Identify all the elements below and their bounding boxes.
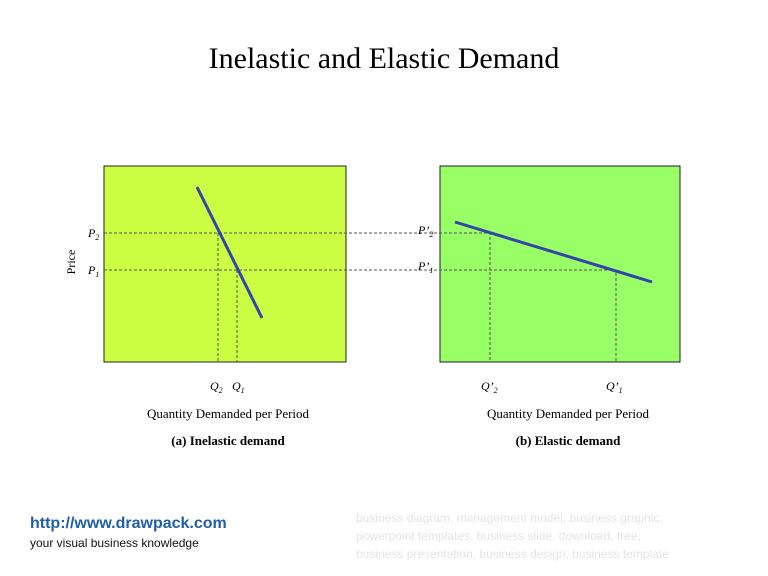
p-label: P2 (87, 226, 99, 242)
p-label: P’2 (417, 223, 433, 239)
keywords: business presentation, business design, … (356, 547, 669, 561)
label-part: Q’ (606, 379, 619, 393)
title: Inelastic and Elastic Demand (209, 42, 560, 75)
q-label: Q1 (232, 379, 245, 395)
label-part: Q (210, 379, 219, 393)
label-part: Q’ (481, 379, 494, 393)
panel-b (439, 165, 681, 363)
label-part: P (87, 226, 96, 240)
label-part: P’ (417, 223, 429, 237)
p-label: P’1 (417, 259, 433, 275)
x-axis-label: Quantity Demanded per Period (147, 406, 310, 421)
label-part: 1 (241, 386, 245, 395)
keywords: business diagram, management model, busi… (356, 511, 663, 525)
label-part: P (87, 263, 96, 277)
x-axis-label: Quantity Demanded per Period (487, 406, 650, 421)
label-part: 2 (219, 386, 223, 395)
q-label: Q’1 (606, 379, 623, 395)
q-label: Q’2 (481, 379, 498, 395)
y-axis-label: Price (64, 250, 78, 275)
label-part: 2 (95, 233, 99, 242)
demand-curve-b (454, 220, 653, 284)
url[interactable]: http://www.drawpack.com (30, 515, 227, 532)
label-part: Q (232, 379, 241, 393)
label-part: 1 (95, 270, 99, 279)
label-part: 1 (429, 266, 433, 275)
label-part: P’ (417, 259, 429, 273)
demand-curve-a (195, 186, 264, 319)
label-part: 2 (429, 230, 433, 239)
caption: (b) Elastic demand (516, 433, 622, 448)
label-part: 2 (494, 386, 498, 395)
p-label: P1 (87, 263, 99, 279)
guides (104, 232, 617, 362)
panel-a (103, 165, 347, 363)
q-label: Q2 (210, 379, 223, 395)
caption: (a) Inelastic demand (171, 433, 285, 448)
tagline: your visual business knowledge (30, 536, 199, 550)
label-part: 1 (619, 386, 623, 395)
keywords: powerpoint templates, business slide, do… (356, 529, 641, 543)
